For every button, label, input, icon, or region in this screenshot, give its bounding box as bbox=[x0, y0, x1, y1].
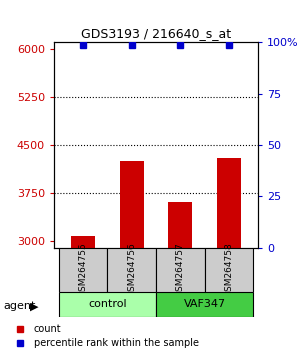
Text: agent: agent bbox=[3, 301, 35, 311]
Text: GSM264756: GSM264756 bbox=[127, 242, 136, 297]
Bar bbox=[71, 236, 95, 248]
FancyBboxPatch shape bbox=[59, 248, 107, 292]
FancyBboxPatch shape bbox=[205, 248, 253, 292]
Title: GDS3193 / 216640_s_at: GDS3193 / 216640_s_at bbox=[81, 27, 231, 40]
Text: GSM264757: GSM264757 bbox=[176, 242, 185, 297]
Text: GSM264755: GSM264755 bbox=[79, 242, 88, 297]
Text: ▶: ▶ bbox=[30, 301, 38, 311]
Text: VAF347: VAF347 bbox=[184, 299, 226, 309]
Bar bbox=[168, 202, 192, 248]
FancyBboxPatch shape bbox=[59, 292, 156, 317]
FancyBboxPatch shape bbox=[156, 292, 253, 317]
Bar bbox=[120, 161, 144, 248]
FancyBboxPatch shape bbox=[107, 248, 156, 292]
Text: GSM264758: GSM264758 bbox=[224, 242, 233, 297]
Text: percentile rank within the sample: percentile rank within the sample bbox=[34, 338, 199, 348]
Text: control: control bbox=[88, 299, 127, 309]
FancyBboxPatch shape bbox=[156, 248, 205, 292]
Bar bbox=[217, 158, 241, 248]
Text: count: count bbox=[34, 324, 61, 334]
